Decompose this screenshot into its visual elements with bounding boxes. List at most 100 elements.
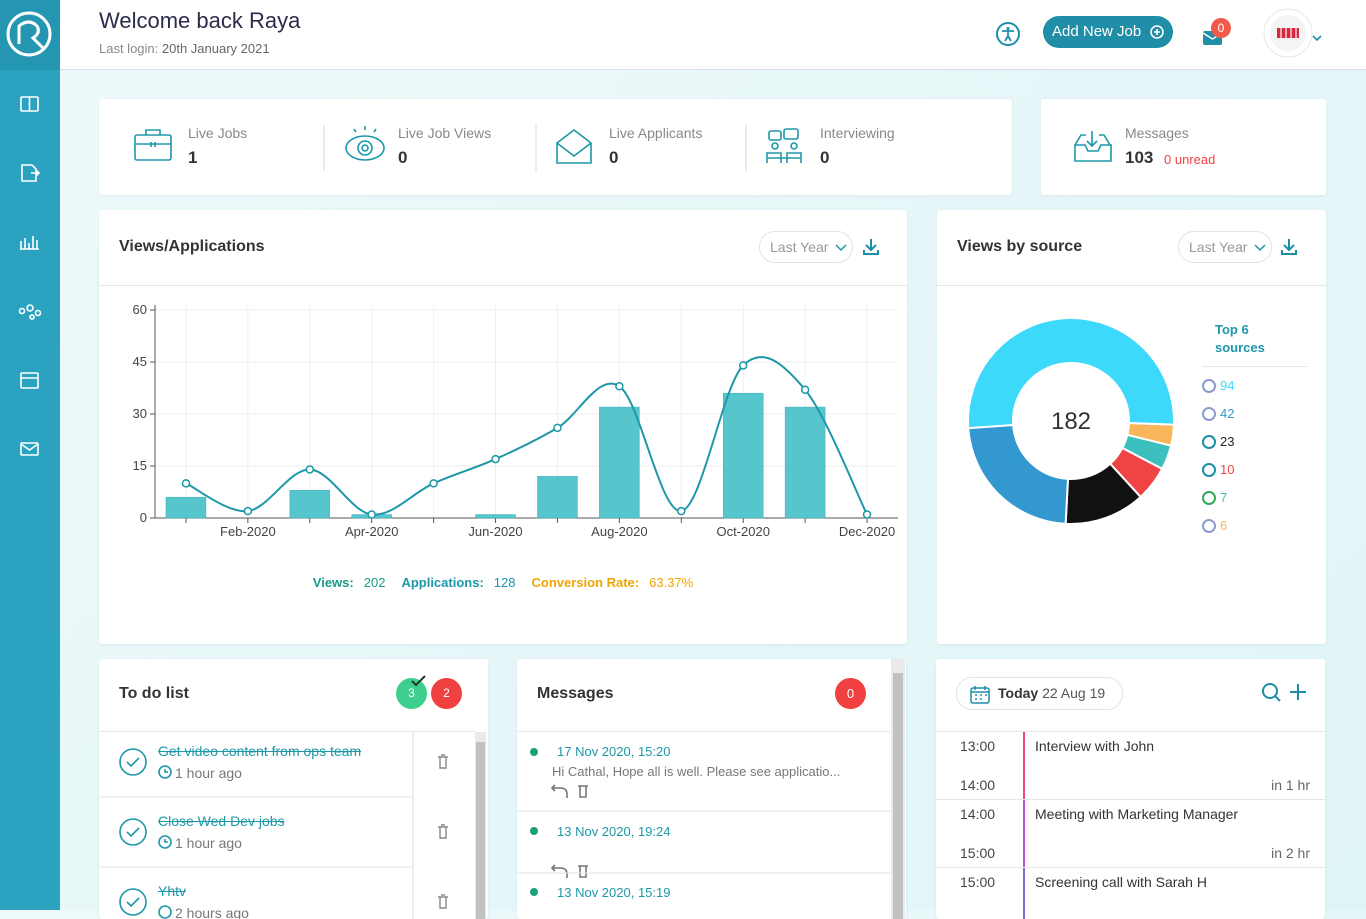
messages-label: Messages bbox=[1125, 125, 1189, 141]
add-job-button[interactable]: Add New Job bbox=[1043, 16, 1173, 48]
icon-part bbox=[119, 818, 147, 846]
y-tick-label: 60 bbox=[133, 302, 147, 317]
icon-part bbox=[975, 694, 987, 700]
date-pill[interactable]: Today 22 Aug 19 bbox=[956, 677, 1123, 710]
divider bbox=[99, 731, 475, 732]
point bbox=[491, 454, 500, 464]
point bbox=[305, 465, 315, 474]
point bbox=[800, 385, 810, 394]
combo-chart: Feb-2020 Apr-2020 Jun-2020 Aug-2020 Oct-2020… bbox=[133, 302, 898, 539]
period-filter[interactable]: Last Year bbox=[759, 231, 853, 263]
summary-label: Applications: bbox=[401, 575, 484, 590]
scroll-thumb[interactable] bbox=[893, 673, 903, 919]
calendar-icon bbox=[970, 686, 990, 704]
chart-title: Views by source bbox=[957, 238, 1083, 255]
last-login-date: 20th January 2021 bbox=[161, 41, 270, 56]
stat-icons bbox=[134, 125, 802, 171]
add-job-label: Add New Job bbox=[1052, 23, 1142, 40]
todo-title: To do list bbox=[119, 685, 189, 702]
event-relative: in 2 hr bbox=[1271, 845, 1310, 861]
legend-value: 10 bbox=[1220, 462, 1234, 477]
accessibility-icon[interactable] bbox=[990, 16, 1026, 52]
todo-time: 1 hour ago bbox=[175, 765, 242, 781]
icon-part bbox=[126, 827, 140, 838]
done-badge[interactable]: 3 bbox=[396, 678, 427, 709]
stat-value: 0 bbox=[609, 148, 619, 167]
line bbox=[185, 356, 868, 516]
point bbox=[429, 479, 438, 488]
legend-value: 6 bbox=[1220, 518, 1227, 533]
message-text: Hi Cathal, Hope all is well. Please see … bbox=[552, 764, 841, 779]
download-icon[interactable] bbox=[861, 237, 881, 257]
download-icon[interactable] bbox=[1279, 237, 1299, 257]
divider bbox=[936, 799, 1325, 800]
x-tick-label: Feb-2020 bbox=[220, 524, 276, 539]
point bbox=[677, 506, 686, 516]
summary-value: 63.37% bbox=[649, 575, 694, 590]
scroll-thumb[interactable] bbox=[476, 742, 485, 919]
icon-part bbox=[835, 244, 847, 252]
message-date[interactable]: 13 Nov 2020, 15:19 bbox=[557, 885, 671, 900]
legend-value: 23 bbox=[1220, 434, 1234, 449]
bar bbox=[165, 496, 207, 519]
message-date[interactable]: 13 Nov 2020, 19:24 bbox=[557, 824, 671, 839]
event-title[interactable]: Screening call with Sarah H bbox=[1035, 874, 1207, 890]
todo-text[interactable]: Yhtv bbox=[158, 883, 187, 899]
logo[interactable] bbox=[6, 11, 52, 57]
legend-icon bbox=[1202, 491, 1216, 505]
y-tick-label: 30 bbox=[133, 406, 147, 421]
icon-part bbox=[530, 888, 538, 896]
icon-part bbox=[361, 144, 369, 152]
divider bbox=[936, 731, 1325, 732]
legend-title: Top 6 sources bbox=[1215, 322, 1265, 355]
stat-label: Live Applicants bbox=[609, 125, 703, 141]
scrollbar[interactable] bbox=[891, 659, 905, 919]
message-date[interactable]: 17 Nov 2020, 15:20 bbox=[557, 744, 671, 759]
icon-part bbox=[1074, 131, 1112, 162]
chart-title: Views/Applications bbox=[119, 238, 265, 255]
icon-part bbox=[119, 748, 147, 776]
divider bbox=[937, 285, 1326, 286]
icon-part bbox=[971, 686, 989, 693]
calendar-card: Today 22 Aug 19 13:00 14:00 Interview with… bbox=[936, 659, 1325, 919]
y-tick-label: 15 bbox=[133, 458, 147, 473]
todo-time: 1 hour ago bbox=[175, 835, 242, 851]
icon-part bbox=[164, 769, 168, 773]
point bbox=[615, 382, 624, 391]
point bbox=[738, 361, 748, 370]
legend-value: 7 bbox=[1220, 490, 1227, 505]
calendar-actions[interactable] bbox=[1259, 681, 1309, 705]
slice bbox=[967, 317, 1175, 430]
event-start: 14:00 bbox=[960, 806, 996, 822]
icon-part bbox=[20, 442, 39, 456]
inbox-icon bbox=[1074, 131, 1112, 162]
messages-title: Messages bbox=[537, 685, 614, 702]
event-title[interactable]: Meeting with Marketing Manager bbox=[1035, 806, 1239, 822]
icon-part bbox=[766, 152, 802, 163]
open-badge[interactable]: 2 bbox=[431, 678, 462, 709]
period-filter[interactable]: Last Year bbox=[1178, 231, 1272, 263]
event-bar bbox=[1023, 732, 1025, 799]
todo-text[interactable]: Get video content from ops team bbox=[158, 743, 362, 759]
avatar[interactable] bbox=[1262, 8, 1332, 60]
icon-part bbox=[158, 905, 172, 919]
event-relative: in 1 hr bbox=[1271, 777, 1310, 793]
legend-divider bbox=[1202, 366, 1307, 367]
event-end: 15:00 bbox=[960, 845, 996, 861]
todo-text[interactable]: Close Wed Dev jobs bbox=[158, 813, 285, 829]
icon-part bbox=[530, 748, 538, 756]
donut-total: 182 bbox=[1051, 408, 1091, 435]
nav[interactable] bbox=[18, 96, 42, 456]
icon-part bbox=[357, 140, 373, 156]
legend-value: 94 bbox=[1220, 378, 1234, 393]
event-start: 15:00 bbox=[960, 874, 996, 890]
point bbox=[553, 423, 562, 433]
icon-part bbox=[1312, 35, 1322, 42]
messages-badge: 0 bbox=[835, 678, 866, 709]
plus-icon bbox=[1150, 25, 1164, 39]
x-tick-label: Apr-2020 bbox=[345, 524, 398, 539]
y-tick-label: 45 bbox=[133, 354, 147, 369]
event-title[interactable]: Interview with John bbox=[1035, 738, 1155, 754]
scrollbar[interactable] bbox=[475, 732, 486, 919]
